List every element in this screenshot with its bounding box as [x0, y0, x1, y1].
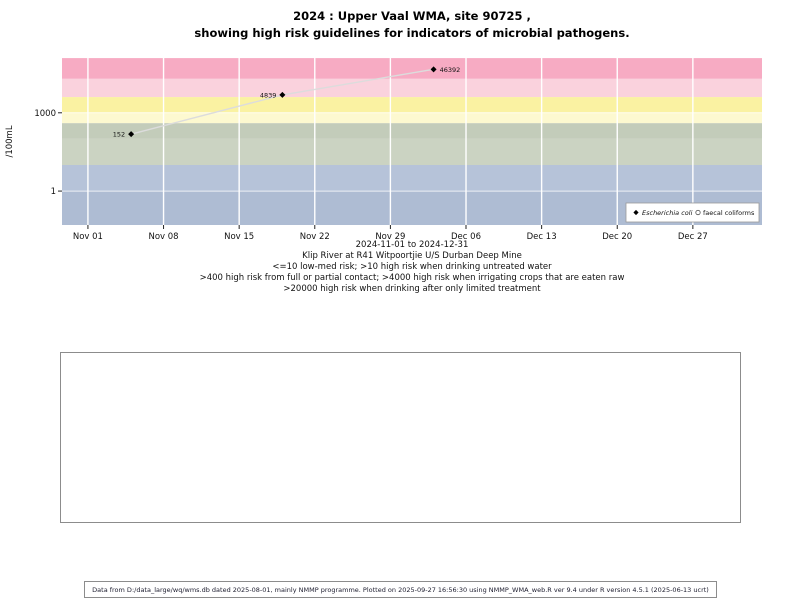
y-axis-title: /100mL — [5, 125, 15, 157]
x-tick-label: Nov 08 — [148, 232, 178, 242]
site-caption: Klip River at R41 Witpoortjie U/S Durban… — [302, 251, 522, 261]
footer-text: Data from D:/data_large/wq/wms.db dated … — [92, 585, 709, 594]
guideline-line-1: <=10 low-med risk; >10 high risk when dr… — [272, 262, 552, 272]
x-tick-label: Dec 20 — [602, 232, 632, 242]
x-tick-label: Nov 29 — [375, 232, 405, 242]
legend-label-faecal-coliforms: faecal coliforms — [703, 209, 755, 217]
data-point-diamond-icon — [128, 131, 135, 138]
x-tick-label: Nov 01 — [73, 232, 103, 242]
legend-box — [625, 202, 760, 223]
empty-panel — [60, 352, 741, 523]
x-tick-label: Dec 13 — [527, 232, 557, 242]
x-tick-label: Dec 27 — [678, 232, 708, 242]
guideline-line-3: >20000 high risk when drinking after onl… — [283, 284, 541, 294]
legend-circle-icon — [695, 209, 701, 216]
y-tick-label: 1 — [51, 187, 56, 197]
legend-label-escherichia-coli: Escherichia coli — [642, 209, 693, 217]
chart-title-line2: showing high risk guidelines for indicat… — [194, 26, 630, 40]
chart-title-line1: 2024 : Upper Vaal WMA, site 90725 , — [293, 9, 531, 23]
legend-diamond-icon — [633, 209, 639, 216]
data-point-label: 4839 — [260, 91, 277, 99]
x-tick-label: Dec 06 — [451, 232, 481, 242]
risk-band-1000-4000 — [62, 97, 762, 113]
data-point-diamond-icon — [430, 66, 437, 73]
risk-band-100-400 — [62, 123, 762, 139]
y-tick-label: 1000 — [34, 109, 56, 119]
risk-band-4000-20000 — [62, 78, 762, 98]
x-tick-label: Nov 15 — [224, 232, 254, 242]
data-point-label: 152 — [113, 131, 125, 139]
footer-box: Data from D:/data_large/wq/wms.db dated … — [84, 581, 717, 598]
data-point-diamond-icon — [279, 91, 286, 98]
risk-band-gt-20000 — [62, 58, 762, 79]
risk-band-1-10 — [62, 164, 762, 192]
risk-chart: Nov 01 Nov 08 Nov 15 Nov 22 Nov 29 Dec 06 Dec … — [5, 58, 762, 242]
x-axis-label: 2024-11-01 to 2024-12-31 — [355, 240, 469, 250]
risk-band-10-100 — [62, 138, 762, 165]
x-tick-label: Nov 22 — [300, 232, 330, 242]
risk-band-400-1000 — [62, 112, 762, 124]
data-point-label: 46392 — [440, 66, 461, 74]
guideline-line-2: >400 high risk from full or partial cont… — [199, 273, 625, 283]
